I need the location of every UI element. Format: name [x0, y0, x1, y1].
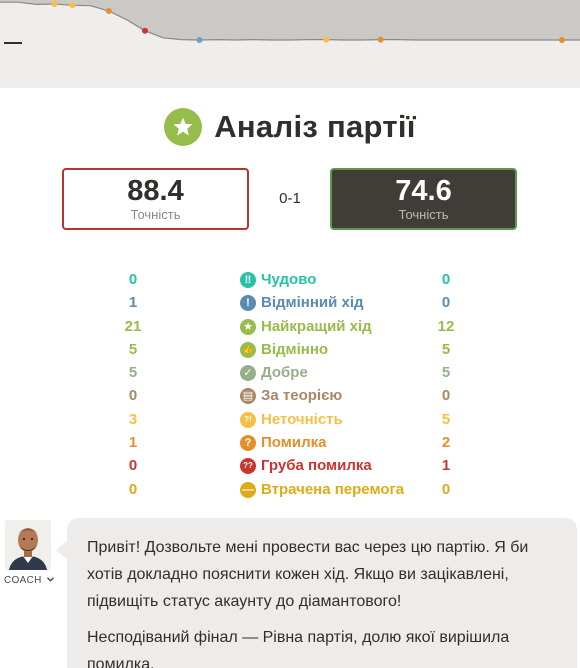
- classification-name: Чудово: [261, 271, 317, 288]
- graph-lower-band: [0, 44, 580, 88]
- coach-message: Привіт! Дозвольте мені провести вас чере…: [87, 539, 529, 610]
- missed-win-icon: —: [240, 481, 256, 498]
- black-count: 5: [441, 340, 451, 358]
- white-accuracy-label: Точність: [130, 207, 181, 222]
- blunder-icon: ??: [240, 458, 256, 475]
- white-count: 1: [128, 294, 138, 312]
- mistake-icon: ?: [240, 435, 256, 452]
- white-count: 21: [124, 317, 142, 335]
- black-count: 0: [441, 480, 451, 498]
- classification-row: 0 ‼ Чудово 0: [0, 268, 580, 291]
- move-marker[interactable]: [196, 37, 203, 43]
- move-marker[interactable]: [105, 8, 112, 14]
- classification-name: Відмінний хід: [261, 294, 364, 312]
- move-marker[interactable]: [51, 1, 58, 7]
- coach-avatar[interactable]: [5, 520, 51, 570]
- white-count: 5: [128, 340, 138, 358]
- classification-row: 21 ★ Найкращий хід 12: [0, 315, 580, 338]
- black-count: 12: [437, 317, 455, 335]
- white-count: 0: [128, 387, 138, 405]
- coach-label: COACH: [4, 575, 42, 586]
- black-accuracy-box: 74.6 Точність: [330, 168, 517, 230]
- page-title: Аналіз партії: [214, 109, 416, 144]
- move-marker[interactable]: [377, 36, 384, 43]
- great-move-icon: !: [240, 295, 256, 312]
- move-classification-table: 0 ‼ Чудово 0 1! Відмінний хід 0 21 ★ Найкращий хі…: [0, 268, 580, 501]
- black-accuracy-value: 74.6: [395, 175, 452, 207]
- brilliant-icon: ‼: [240, 272, 256, 288]
- white-count: 3: [128, 410, 138, 428]
- classification-name: Неточність: [261, 410, 343, 428]
- classification-row: 0 ▤ За теорією 0: [0, 384, 580, 407]
- best-move-icon: ★: [240, 318, 256, 335]
- classification-row: 0 — Втрачена перемога 0: [0, 478, 580, 501]
- classification-name: Найкращий хід: [261, 317, 372, 335]
- classification-row: 5 ✓ Добре 5: [0, 361, 580, 384]
- coach-message-bubble: Привіт! Дозвольте мені провести вас чере…: [56, 518, 577, 668]
- book-icon: ▤: [240, 388, 256, 405]
- good-icon: ✓: [240, 365, 256, 382]
- coach-message: Несподіваний фінал — Рівна партія, долю …: [87, 629, 510, 668]
- classification-name: Груба помилка: [261, 457, 372, 475]
- classification-name: За теорією: [261, 387, 343, 405]
- white-count: 1: [128, 434, 138, 452]
- move-marker[interactable]: [323, 36, 330, 43]
- classification-row: 1? Помилка 2: [0, 431, 580, 454]
- black-count: 5: [441, 364, 451, 382]
- classification-row: 5 👍 Відмінно 5: [0, 338, 580, 361]
- chevron-down-icon: [46, 577, 54, 582]
- evaluation-graph-svg[interactable]: [0, 0, 580, 88]
- white-count: 0: [128, 271, 138, 288]
- excellent-icon: 👍: [240, 341, 256, 358]
- title-row: Аналіз партії: [0, 104, 580, 150]
- classification-name: Добре: [261, 364, 308, 382]
- inaccuracy-icon: ?!: [240, 411, 256, 428]
- black-count: 0: [441, 271, 451, 288]
- classification-row: 1! Відмінний хід 0: [0, 291, 580, 314]
- game-result: 0-1: [279, 190, 301, 207]
- black-count: 5: [441, 410, 451, 428]
- classification-name: Помилка: [261, 434, 327, 452]
- evaluation-line: [0, 1, 580, 41]
- black-count: 0: [441, 387, 451, 405]
- evaluation-graph[interactable]: [0, 0, 580, 88]
- classification-row: 3?! Неточність 5: [0, 408, 580, 431]
- classification-name: Відмінно: [261, 340, 329, 358]
- black-count: 1: [441, 457, 451, 475]
- star-badge-icon: [164, 108, 203, 146]
- white-count: 0: [128, 457, 138, 475]
- black-accuracy-label: Точність: [398, 207, 449, 222]
- classification-row: 0?? Груба помилка 1: [0, 454, 580, 477]
- black-count: 0: [441, 294, 451, 312]
- classification-name: Втрачена перемога: [261, 480, 405, 498]
- move-marker[interactable]: [558, 37, 565, 43]
- white-count: 5: [128, 364, 138, 382]
- black-count: 2: [441, 434, 451, 452]
- white-count: 0: [128, 480, 138, 498]
- move-marker[interactable]: [142, 27, 148, 34]
- white-accuracy-box: 88.4 Точність: [62, 168, 249, 230]
- white-accuracy-value: 88.4: [127, 175, 184, 207]
- move-marker[interactable]: [69, 2, 76, 9]
- coach-dropdown[interactable]: COACH: [4, 575, 54, 586]
